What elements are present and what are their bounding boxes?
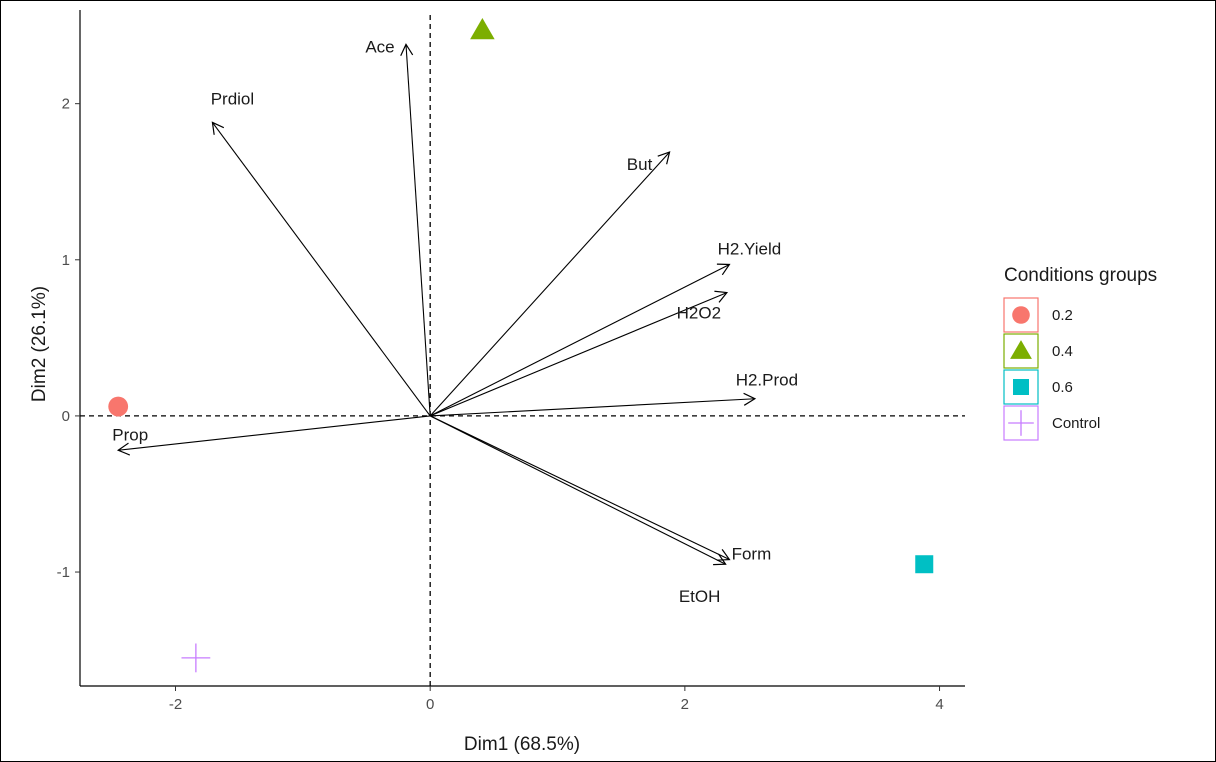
- legend-item-0-2: 0.2: [1003, 297, 1073, 333]
- variable-arrows: Ace Prdiol But H2.Yield H2O2 H2.Prod Prop Form E…: [112, 37, 798, 606]
- legend-item-0-6: 0.6: [1003, 369, 1073, 405]
- legend-symbol: [1013, 379, 1029, 395]
- legend-symbol: [1008, 410, 1034, 436]
- y-axis-title: Dim2 (26.1%): [29, 286, 50, 402]
- legend-title: Conditions groups: [1004, 265, 1157, 286]
- x-tick-label: 4: [935, 696, 943, 713]
- arrow-ace: [400, 43, 431, 416]
- y-tick-label: -1: [57, 564, 70, 581]
- point-0-6: [915, 555, 934, 574]
- variable-label-h2o2: H2O2: [677, 304, 721, 323]
- variable-label-etoh: EtOH: [679, 587, 721, 606]
- y-tick-label: 0: [62, 408, 70, 425]
- axes: [79, 10, 965, 687]
- legend-symbol: [1012, 306, 1030, 324]
- arrow-h2-prod: [430, 392, 757, 417]
- arrow-h2o2: [429, 290, 729, 417]
- reference-lines: [80, 15, 965, 686]
- group-points: [108, 18, 934, 673]
- variable-label-prdiol: Prdiol: [211, 89, 254, 108]
- arrow-but: [429, 151, 671, 417]
- y-tick-label: 1: [62, 252, 70, 269]
- point-0-4: [470, 18, 495, 40]
- legend-label: 0.4: [1052, 343, 1073, 360]
- legend-item-0-4: 0.4: [1003, 333, 1073, 369]
- legend: Conditions groups 0.2 0.4 0.6 Control: [1003, 265, 1157, 441]
- variable-label-form: Form: [732, 545, 772, 564]
- y-tick-label: 2: [62, 96, 70, 113]
- x-tick-label: 2: [681, 696, 689, 713]
- variable-label-h2-prod: H2.Prod: [736, 371, 798, 390]
- legend-label: 0.6: [1052, 379, 1073, 396]
- variable-label-ace: Ace: [365, 37, 394, 56]
- arrow-h2-yield: [429, 263, 731, 417]
- tick-labels: -2 0 2 4 -1 0 1 2: [57, 96, 944, 713]
- x-tick-label: 0: [426, 696, 434, 713]
- arrow-form: [429, 415, 731, 561]
- arrow-etoh: [429, 415, 727, 566]
- legend-label: Control: [1052, 415, 1100, 432]
- arrow-prop: [116, 415, 431, 456]
- legend-item-control: Control: [1003, 405, 1100, 441]
- variable-label-prop: Prop: [112, 425, 148, 444]
- variable-label-h2-yield: H2.Yield: [718, 239, 782, 258]
- x-axis-title: Dim1 (68.5%): [464, 734, 580, 755]
- variable-label-but: But: [627, 155, 653, 174]
- x-tick-label: -2: [169, 696, 182, 713]
- arrow-prdiol: [211, 121, 431, 417]
- point-0-2: [108, 396, 129, 417]
- legend-label: 0.2: [1052, 307, 1073, 324]
- point-control: [181, 643, 211, 673]
- legend-symbol: [1010, 340, 1032, 359]
